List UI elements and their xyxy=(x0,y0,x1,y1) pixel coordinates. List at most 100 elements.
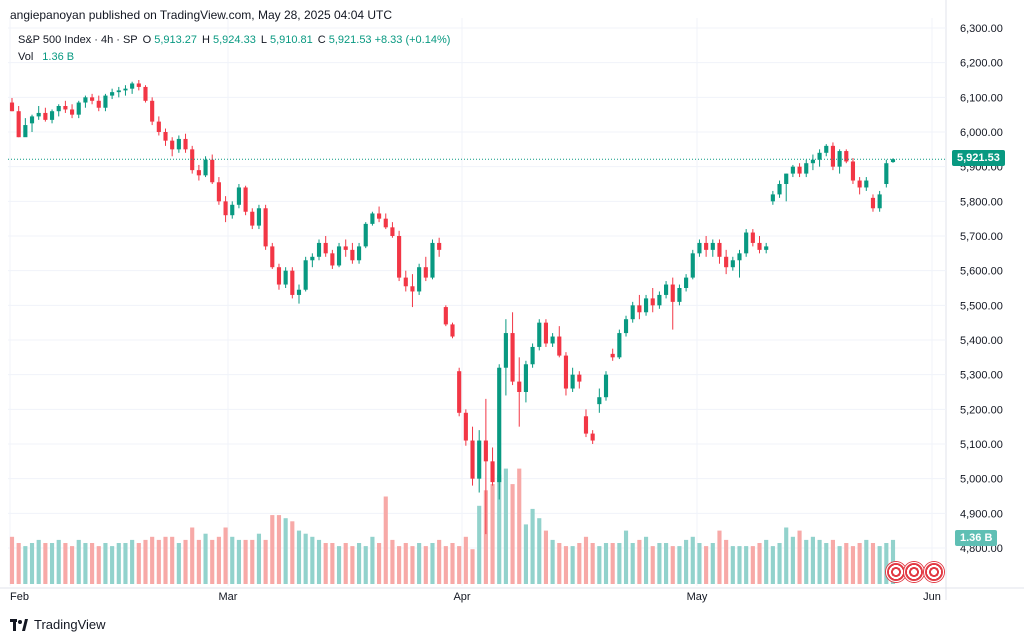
volume-bar xyxy=(56,539,61,584)
candle-body xyxy=(750,232,755,243)
candle-body xyxy=(410,286,415,292)
us-flag-event-icon[interactable] xyxy=(924,562,944,582)
y-tick-label: 5,400.00 xyxy=(960,335,1003,347)
candle-body xyxy=(537,322,542,347)
candle-body xyxy=(423,267,428,278)
volume-bar xyxy=(136,543,141,584)
volume-bar xyxy=(837,546,842,584)
y-tick-label: 4,800.00 xyxy=(960,543,1003,555)
candle-body xyxy=(276,267,282,285)
candle-body xyxy=(323,242,328,254)
candle-body xyxy=(370,213,375,224)
candle-body xyxy=(43,112,48,120)
volume-bar xyxy=(130,539,135,584)
candle-body xyxy=(483,440,488,462)
volume-bar xyxy=(370,536,375,584)
candle-body xyxy=(9,102,15,112)
y-tick-label: 5,200.00 xyxy=(960,404,1003,416)
volume-bar xyxy=(90,543,95,584)
volume-bar xyxy=(236,539,241,584)
candle-body xyxy=(770,194,775,202)
close-label: C xyxy=(317,34,326,46)
volume-bar xyxy=(884,543,889,584)
volume-bar xyxy=(870,543,876,584)
candle-body xyxy=(250,211,255,226)
volume-bar xyxy=(530,508,535,584)
candle-body xyxy=(90,97,95,101)
candle-body xyxy=(116,90,121,93)
x-tick-label: Apr xyxy=(453,591,470,603)
volume-bar xyxy=(263,539,268,584)
candle-body xyxy=(597,397,602,405)
volume-bar xyxy=(123,543,128,584)
candle-body xyxy=(343,246,348,250)
candle-body xyxy=(390,227,395,236)
volume-bar xyxy=(710,543,715,584)
candle-body xyxy=(290,270,295,295)
candle-body xyxy=(170,140,175,150)
candle-body xyxy=(884,163,889,184)
symbol-label[interactable]: S&P 500 Index · 4h · SP xyxy=(18,34,138,46)
volume-bar xyxy=(523,524,528,584)
candle-body xyxy=(664,284,669,295)
volume-bar xyxy=(250,539,255,584)
candle-body xyxy=(784,173,789,184)
candle-body xyxy=(270,246,275,268)
candle-body xyxy=(777,184,782,195)
us-flag-event-icon[interactable] xyxy=(904,562,924,582)
candle-body xyxy=(543,322,549,344)
candle-body xyxy=(563,355,569,389)
volume-bar xyxy=(303,533,308,584)
candle-body xyxy=(523,364,528,392)
volume-bar xyxy=(684,539,689,584)
volume-bar xyxy=(463,536,468,584)
candle-body xyxy=(697,242,702,254)
candle-body xyxy=(630,305,635,320)
candle-body xyxy=(764,246,769,250)
volume-bar xyxy=(550,539,555,584)
volume-bar xyxy=(570,546,575,584)
volume-bar xyxy=(477,505,482,584)
candle-body xyxy=(650,298,655,306)
volume-bar xyxy=(637,539,642,584)
candle-body xyxy=(176,138,181,150)
volume-bar xyxy=(583,536,589,584)
candle-body xyxy=(417,267,422,292)
volume-label[interactable]: Vol xyxy=(18,51,34,63)
volume-bar xyxy=(610,543,615,584)
us-flag-event-icon[interactable] xyxy=(886,562,906,582)
y-tick-label: 6,200.00 xyxy=(960,58,1003,70)
candle-body xyxy=(790,166,795,174)
candle-body xyxy=(870,197,876,209)
time-axis: Feb Mar Apr May Jun xyxy=(10,591,941,603)
candle-body xyxy=(670,284,675,302)
open-value: 5,913.27 xyxy=(154,34,198,46)
candle-body xyxy=(56,106,61,112)
volume-bar xyxy=(590,543,595,584)
candle-body xyxy=(603,374,609,398)
volume-bar xyxy=(76,539,81,584)
candle-body xyxy=(69,109,75,115)
candle-body xyxy=(363,223,368,247)
volume-bar xyxy=(824,543,829,584)
candle-body xyxy=(804,163,809,174)
candle-body xyxy=(470,440,475,479)
candle-body xyxy=(490,461,495,483)
candle-body xyxy=(757,242,762,250)
volume-bar xyxy=(670,546,675,584)
candle-body xyxy=(430,242,435,278)
volume-bar xyxy=(390,539,395,584)
candle-body xyxy=(243,187,248,212)
volume-bar xyxy=(196,539,201,584)
volume-bar xyxy=(223,527,228,584)
candle-body xyxy=(316,242,322,257)
candle-body xyxy=(463,412,468,441)
volume-bar xyxy=(503,468,508,584)
volume-bar xyxy=(724,539,729,584)
y-tick-label: 5,600.00 xyxy=(960,266,1003,278)
y-tick-label: 4,900.00 xyxy=(960,508,1003,520)
volume-bar xyxy=(350,546,355,584)
volume-bar xyxy=(23,546,28,584)
volume-bar xyxy=(243,539,248,584)
